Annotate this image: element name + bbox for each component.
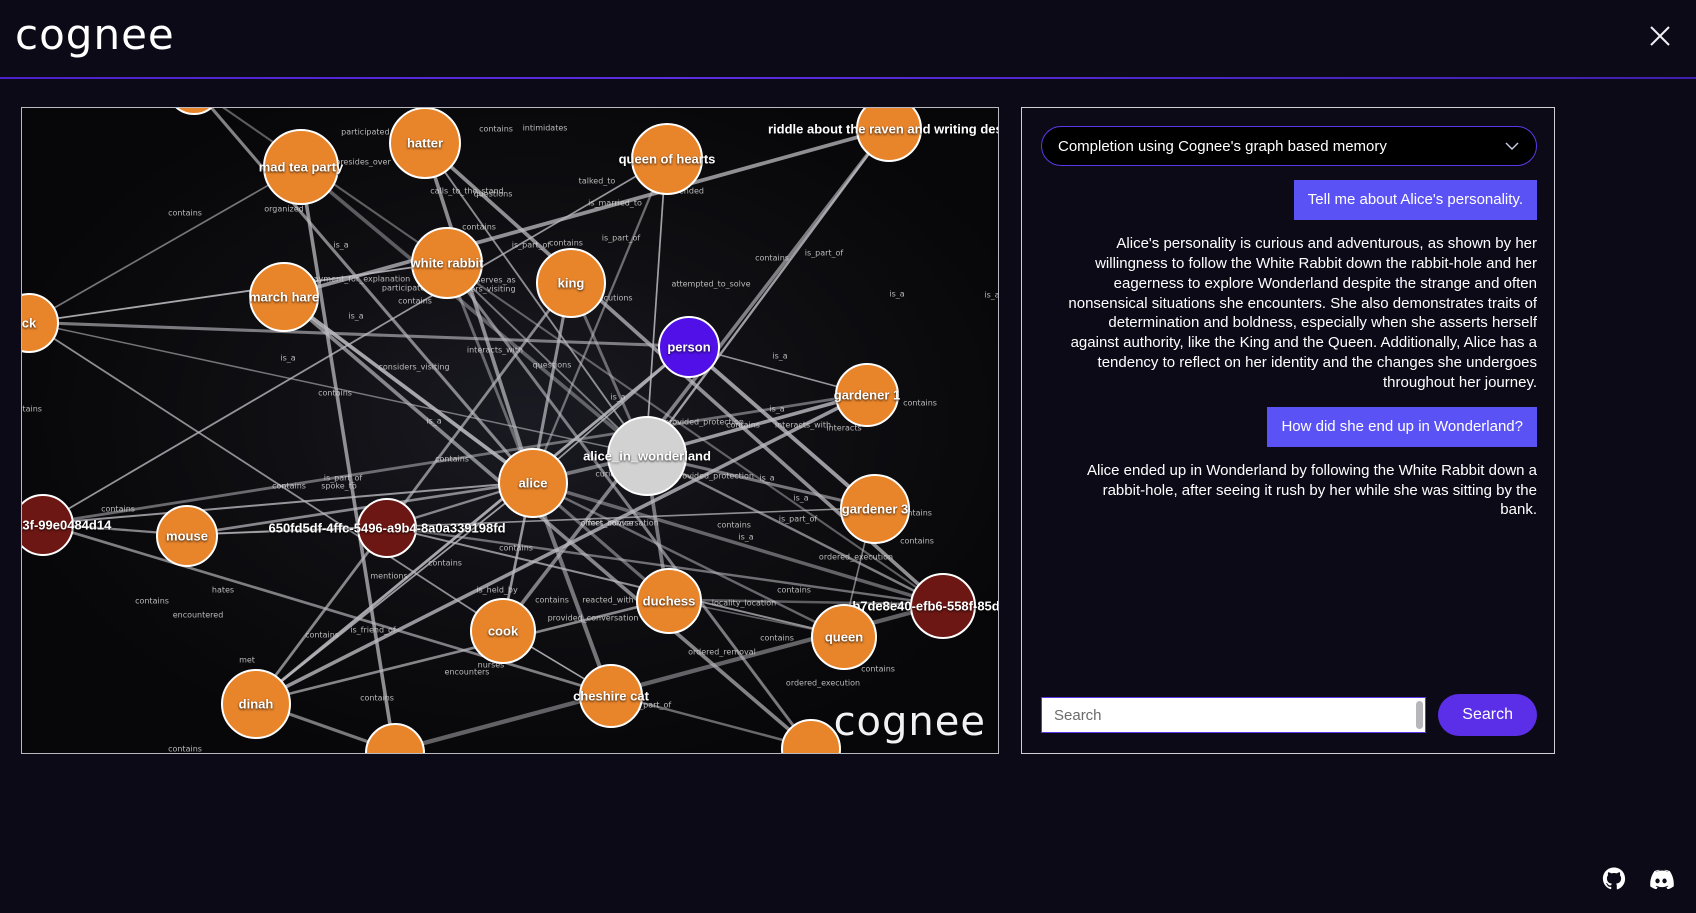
chat-message-assistant: Alice's personality is curious and adven… bbox=[1041, 234, 1537, 392]
chat-message-text: How did she end up in Wonderland? bbox=[1267, 407, 1537, 447]
graph-node[interactable] bbox=[411, 227, 483, 299]
chat-message-text: Alice ended up in Wonderland by followin… bbox=[1067, 461, 1537, 520]
graph-node[interactable] bbox=[835, 363, 899, 427]
graph-node[interactable] bbox=[389, 107, 461, 179]
knowledge-graph-panel[interactable]: contains participated_in contains intimidat… bbox=[21, 107, 999, 754]
chat-message-text: Tell me about Alice's personality. bbox=[1294, 180, 1537, 220]
graph-node[interactable] bbox=[636, 568, 702, 634]
graph-edge bbox=[29, 263, 446, 323]
graph-edge bbox=[43, 482, 532, 524]
graph-node[interactable] bbox=[470, 598, 536, 664]
search-row: Search bbox=[1041, 692, 1537, 738]
search-type-select[interactable]: Completion using Cognee's graph based me… bbox=[1041, 126, 1537, 166]
graph-node[interactable] bbox=[811, 604, 877, 670]
header-divider bbox=[0, 77, 1696, 79]
search-input[interactable] bbox=[1041, 697, 1426, 733]
chat-message-text: Alice's personality is curious and adven… bbox=[1067, 234, 1537, 392]
graph-node[interactable] bbox=[631, 123, 703, 195]
cognee-logo: cognee bbox=[15, 10, 175, 59]
chevron-down-icon bbox=[1504, 138, 1520, 154]
chat-message-assistant: Alice ended up in Wonderland by followin… bbox=[1041, 461, 1537, 520]
graph-edge bbox=[194, 108, 532, 482]
graph-node[interactable] bbox=[579, 664, 643, 728]
graph-node[interactable] bbox=[357, 498, 417, 558]
search-button[interactable]: Search bbox=[1438, 694, 1537, 736]
graph-node[interactable] bbox=[498, 448, 568, 518]
graph-edge bbox=[256, 394, 866, 702]
chat-panel: Completion using Cognee's graph based me… bbox=[1021, 107, 1555, 754]
footer-social-links bbox=[1602, 867, 1674, 891]
github-icon[interactable] bbox=[1602, 867, 1626, 891]
graph-edge bbox=[502, 129, 887, 629]
chat-message-user: How did she end up in Wonderland? bbox=[1041, 407, 1537, 447]
graph-node[interactable] bbox=[658, 316, 720, 378]
graph-node[interactable] bbox=[221, 669, 291, 739]
search-type-value: Completion using Cognee's graph based me… bbox=[1058, 138, 1504, 155]
graph-node[interactable] bbox=[249, 262, 319, 332]
header: cognee bbox=[0, 0, 1696, 76]
graph-node[interactable] bbox=[840, 474, 910, 544]
graph-node[interactable] bbox=[263, 129, 339, 205]
graph-node[interactable] bbox=[607, 416, 687, 496]
chat-message-list[interactable]: Tell me about Alice's personality. Alice'… bbox=[1041, 180, 1537, 710]
graph-edge bbox=[300, 167, 394, 751]
discord-icon[interactable] bbox=[1648, 869, 1674, 889]
chat-message-user: Tell me about Alice's personality. bbox=[1041, 180, 1537, 220]
search-input-wrap bbox=[1041, 697, 1426, 733]
graph-node[interactable] bbox=[156, 505, 218, 567]
close-icon[interactable] bbox=[1642, 18, 1678, 54]
app-root: cognee contains participated_in contains in… bbox=[0, 0, 1696, 913]
graph-node[interactable] bbox=[910, 573, 976, 639]
graph-edge bbox=[29, 322, 502, 629]
graph-canvas[interactable]: contains participated_in contains intimidat… bbox=[22, 108, 998, 753]
graph-node[interactable] bbox=[536, 248, 606, 318]
